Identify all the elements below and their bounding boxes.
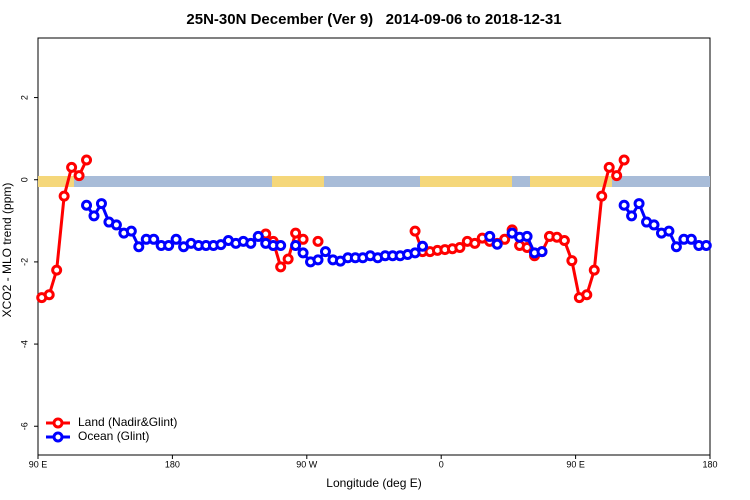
data-point xyxy=(603,161,615,173)
data-point xyxy=(484,230,496,242)
data-point xyxy=(282,253,294,265)
data-point xyxy=(469,237,481,249)
y-tick-label: -4 xyxy=(19,340,29,348)
data-point xyxy=(43,289,55,301)
data-point xyxy=(110,219,122,231)
data-point xyxy=(685,233,697,245)
y-tick-label: 2 xyxy=(19,95,29,100)
data-point xyxy=(670,241,682,253)
data-point xyxy=(148,233,160,245)
land-strip xyxy=(272,176,324,187)
legend-marker xyxy=(52,417,64,429)
data-point xyxy=(125,225,137,237)
y-tick-label: 0 xyxy=(19,177,29,182)
data-point xyxy=(700,239,712,251)
data-point xyxy=(95,198,107,210)
x-tick-label: 180 xyxy=(165,459,180,469)
data-point xyxy=(663,225,675,237)
y-tick-label: -6 xyxy=(19,422,29,430)
data-point xyxy=(58,190,70,202)
data-point xyxy=(648,219,660,231)
data-point xyxy=(88,210,100,222)
legend-label: Land (Nadir&Glint) xyxy=(78,415,177,429)
land-strip xyxy=(420,176,512,187)
data-point xyxy=(536,246,548,258)
data-point xyxy=(297,247,309,259)
ocean-strip xyxy=(38,176,710,187)
data-point xyxy=(558,235,570,247)
x-tick-label: 90 E xyxy=(566,459,585,469)
x-tick-label: 90 W xyxy=(296,459,318,469)
data-point xyxy=(312,254,324,266)
data-point xyxy=(409,247,421,259)
data-point xyxy=(521,230,533,242)
data-point xyxy=(626,210,638,222)
data-point xyxy=(297,233,309,245)
x-tick-label: 180 xyxy=(702,459,717,469)
data-point xyxy=(454,242,466,254)
data-point xyxy=(275,239,287,251)
data-point xyxy=(170,233,182,245)
data-point xyxy=(409,225,421,237)
data-point xyxy=(491,238,503,250)
chart-title: 25N-30N December (Ver 9) 2014-09-06 to 2… xyxy=(186,11,561,28)
y-tick-label: -2 xyxy=(19,258,29,266)
data-point xyxy=(596,190,608,202)
data-point xyxy=(312,235,324,247)
data-point xyxy=(417,240,429,252)
data-point xyxy=(245,237,257,249)
data-point xyxy=(51,264,63,276)
data-point xyxy=(290,239,302,251)
data-point xyxy=(618,154,630,166)
x-tick-label: 90 E xyxy=(29,459,48,469)
data-point xyxy=(275,261,287,273)
data-point xyxy=(588,264,600,276)
legend-label: Ocean (Glint) xyxy=(78,429,149,443)
data-point xyxy=(581,289,593,301)
data-point xyxy=(566,255,578,267)
land-strip xyxy=(38,176,74,187)
data-point xyxy=(133,241,145,253)
data-point xyxy=(81,199,93,211)
land-mask xyxy=(38,176,710,187)
data-point xyxy=(252,230,264,242)
data-point xyxy=(319,246,331,258)
x-tick-label: 0 xyxy=(439,459,444,469)
data-point xyxy=(618,199,630,211)
data-point xyxy=(66,161,78,173)
data-point xyxy=(633,198,645,210)
data-point xyxy=(499,233,511,245)
data-point xyxy=(611,170,623,182)
y-axis-label: XCO2 - MLO trend (ppm) xyxy=(0,183,14,318)
data-point xyxy=(73,170,85,182)
x-axis-label: Longitude (deg E) xyxy=(326,476,421,490)
legend-marker xyxy=(52,431,64,443)
data-point xyxy=(290,227,302,239)
data-point xyxy=(163,239,175,251)
land-strip xyxy=(530,176,612,187)
data-point xyxy=(81,154,93,166)
